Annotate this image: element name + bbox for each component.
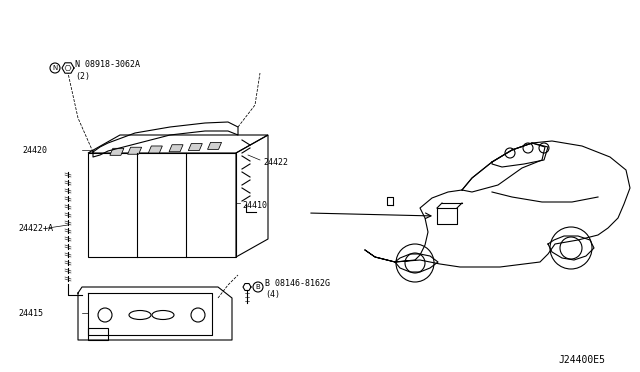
Polygon shape <box>148 146 163 153</box>
Polygon shape <box>207 142 221 150</box>
Polygon shape <box>110 148 124 155</box>
Text: 24410: 24410 <box>242 201 267 209</box>
Text: (4): (4) <box>265 291 280 299</box>
Polygon shape <box>188 144 202 151</box>
Text: 24415: 24415 <box>18 308 43 317</box>
Text: N: N <box>52 65 58 71</box>
Polygon shape <box>127 147 141 154</box>
Text: 24422: 24422 <box>263 157 288 167</box>
Text: N 08918-3062A: N 08918-3062A <box>75 60 140 68</box>
Text: 24422+A: 24422+A <box>18 224 53 232</box>
Text: B: B <box>255 284 260 290</box>
Text: (2): (2) <box>75 71 90 80</box>
Text: J24400E5: J24400E5 <box>558 355 605 365</box>
Text: 24420: 24420 <box>22 145 47 154</box>
Text: B 08146-8162G: B 08146-8162G <box>265 279 330 288</box>
Polygon shape <box>169 145 183 152</box>
